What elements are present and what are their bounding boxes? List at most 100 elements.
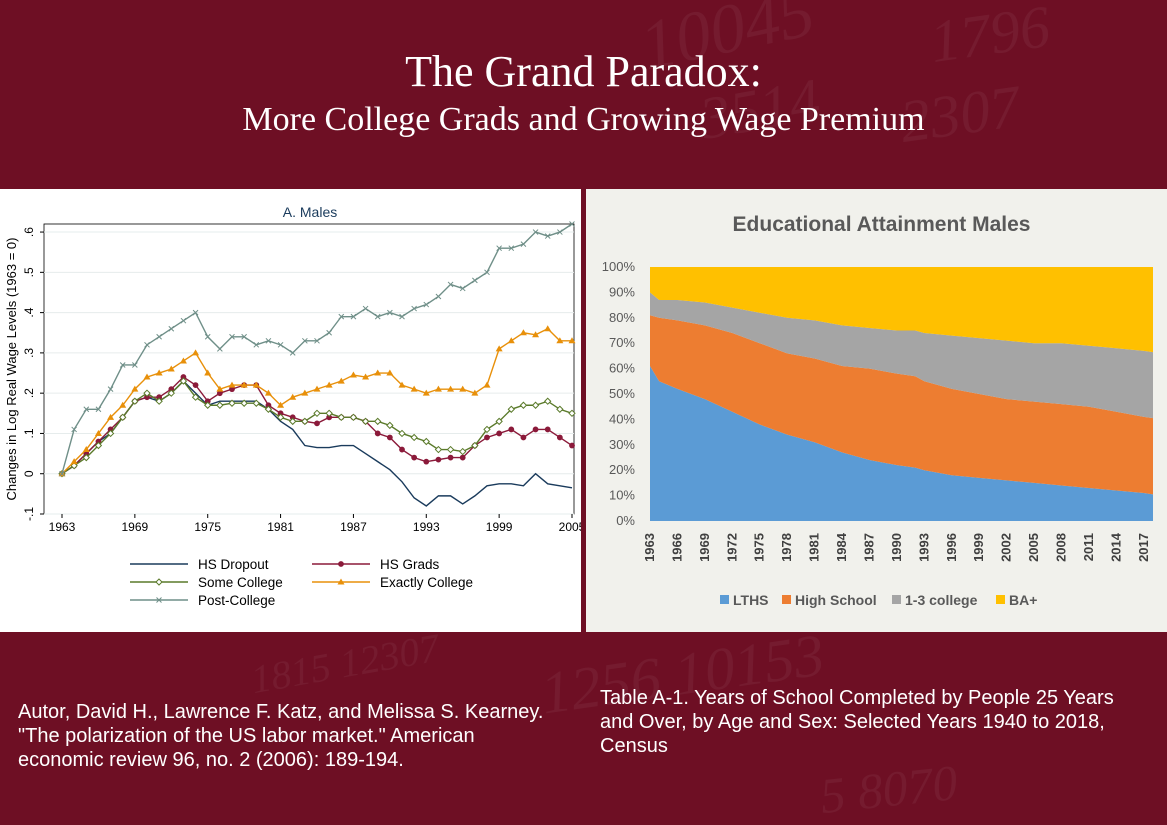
legend-swatch [720, 595, 729, 604]
y-tick-label: 60% [609, 361, 635, 376]
plot-frame [43, 223, 575, 515]
data-point [484, 434, 490, 441]
data-point [94, 441, 103, 450]
data-point [59, 470, 65, 477]
data-point [398, 429, 406, 438]
chart-title: A. Males [283, 204, 337, 220]
data-point [119, 362, 126, 368]
data-point [374, 369, 382, 376]
area-high-school [650, 315, 1153, 495]
data-point [204, 333, 211, 340]
data-point [216, 401, 224, 409]
data-point [325, 409, 333, 418]
data-point [557, 229, 563, 235]
slide-subtitle: More College Grads and Growing Wage Prem… [242, 101, 925, 138]
x-tick-label: 1966 [669, 533, 684, 562]
x-tick-label: 1963 [49, 520, 76, 534]
legend-item: HS Dropout [130, 557, 269, 572]
data-point [119, 401, 127, 408]
data-point [338, 561, 344, 567]
x-tick-label: 1999 [971, 533, 986, 562]
legend-item: 1-3 college [892, 592, 978, 608]
data-point [459, 454, 466, 461]
y-tick-label: -.1 [22, 507, 36, 521]
data-point [519, 329, 527, 336]
data-point [386, 421, 394, 430]
x-tick-label: 1963 [642, 533, 657, 562]
data-point [337, 377, 345, 384]
data-point [447, 385, 455, 392]
data-point [229, 333, 235, 340]
data-point [119, 413, 127, 422]
legend-swatch [996, 595, 1005, 604]
data-point [168, 325, 175, 332]
data-point [422, 437, 430, 446]
data-point [264, 405, 273, 413]
wage-line-chart: A. Males -.1 0 .1 .2 .3 .4 .5 .6 1963 1969 1975 1981… [4, 204, 586, 608]
data-point [106, 429, 115, 438]
data-point [314, 420, 320, 427]
citation-autor: Autor, David H., Lawrence F. Katz, and M… [18, 701, 544, 771]
wage-chart-panel: A. Males -.1 0 .1 .2 .3 .4 .5 .6 1963 1969 1975 1981… [0, 189, 586, 632]
legend: LTHS High School 1-3 college BA+ [720, 592, 1037, 608]
x-tick-label: 2017 [1136, 533, 1151, 562]
y-tick-label: 20% [609, 462, 635, 477]
data-point [483, 381, 491, 388]
y-tick-label: 40% [609, 411, 635, 426]
data-point [361, 417, 370, 426]
data-point [313, 409, 321, 418]
y-tick-label: .1 [22, 428, 36, 438]
data-point [507, 405, 515, 413]
y-tick-label: .4 [22, 307, 36, 317]
data-point [399, 313, 405, 320]
data-point [362, 373, 370, 380]
data-point [496, 430, 503, 437]
data-point [374, 417, 382, 426]
data-point [338, 313, 345, 320]
data-point [155, 397, 163, 405]
data-point [435, 293, 442, 300]
data-point [276, 413, 285, 422]
data-point [167, 365, 175, 372]
x-tick-label: 1969 [697, 533, 712, 562]
legend-label: Exactly College [380, 575, 473, 590]
data-point [471, 389, 479, 396]
x-tick-label: 1969 [122, 520, 149, 534]
data-point [459, 447, 467, 456]
data-point [507, 337, 515, 344]
data-point [423, 301, 430, 308]
legend-label: BA+ [1009, 592, 1037, 608]
area-lths [650, 366, 1153, 521]
y-axis-label: Changes in Log Real Wage Levels (1963 = … [4, 238, 19, 501]
data-point [204, 401, 212, 409]
data-point [83, 406, 90, 413]
data-point [240, 381, 248, 388]
series-some-college [58, 377, 576, 478]
y-tick-label: .2 [22, 388, 36, 398]
data-point [495, 417, 503, 426]
legend-label: 1-3 college [905, 592, 978, 608]
data-point [471, 441, 479, 450]
data-point [532, 426, 539, 433]
legend-label: LTHS [733, 592, 769, 608]
chart-title: Educational Attainment Males [733, 213, 1031, 236]
data-point [94, 429, 102, 436]
data-point [228, 399, 236, 407]
x-tick-label: 1993 [916, 533, 931, 562]
legend-item: BA+ [996, 592, 1037, 608]
data-point [374, 313, 381, 320]
data-point [314, 337, 320, 344]
data-point [156, 597, 162, 603]
x-tick-label: 1996 [944, 533, 959, 562]
data-point [387, 309, 393, 316]
data-point [568, 337, 576, 344]
legend-swatch [892, 595, 901, 604]
data-point [301, 417, 309, 426]
data-point [459, 285, 466, 292]
data-point [313, 385, 321, 392]
data-point [459, 385, 467, 392]
data-point [70, 461, 78, 470]
x-tick-label: 1981 [807, 533, 822, 562]
x-tick-label: 1999 [486, 520, 513, 534]
legend-item: HS Grads [312, 557, 440, 572]
